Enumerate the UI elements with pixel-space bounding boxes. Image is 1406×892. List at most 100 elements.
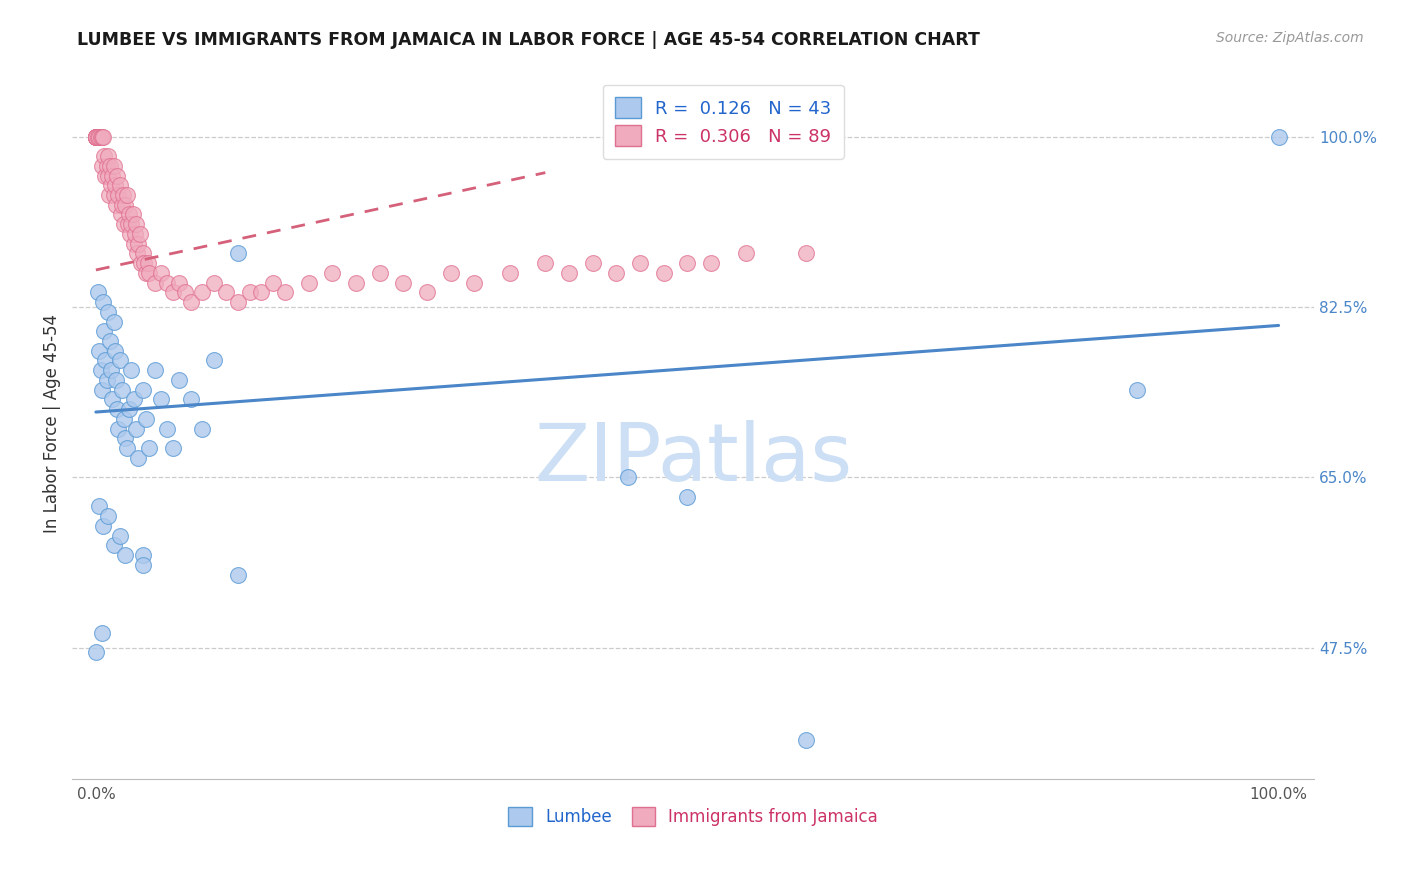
Point	[167, 276, 190, 290]
Point	[107, 188, 129, 202]
Point	[103, 188, 125, 202]
Point	[112, 412, 135, 426]
Point	[162, 285, 184, 300]
Point	[101, 392, 124, 407]
Point	[97, 149, 120, 163]
Point	[94, 169, 117, 183]
Point	[735, 246, 758, 260]
Point	[97, 509, 120, 524]
Point	[111, 383, 134, 397]
Point	[118, 207, 141, 221]
Point	[84, 129, 107, 144]
Point	[96, 373, 118, 387]
Point	[652, 266, 675, 280]
Point	[103, 538, 125, 552]
Point	[132, 383, 155, 397]
Point	[103, 314, 125, 328]
Point	[97, 188, 120, 202]
Point	[89, 500, 111, 514]
Point	[121, 207, 143, 221]
Point	[98, 334, 121, 348]
Point	[202, 353, 225, 368]
Point	[156, 421, 179, 435]
Point	[90, 159, 112, 173]
Point	[84, 129, 107, 144]
Point	[138, 266, 160, 280]
Point	[84, 129, 107, 144]
Point	[226, 295, 249, 310]
Point	[124, 227, 146, 241]
Point	[112, 217, 135, 231]
Point	[90, 129, 112, 144]
Point	[104, 178, 127, 193]
Point	[111, 198, 134, 212]
Point	[226, 567, 249, 582]
Point	[138, 441, 160, 455]
Point	[368, 266, 391, 280]
Point	[89, 129, 111, 144]
Point	[499, 266, 522, 280]
Point	[125, 421, 148, 435]
Point	[136, 256, 159, 270]
Point	[122, 392, 145, 407]
Point	[84, 129, 107, 144]
Point	[676, 490, 699, 504]
Point	[534, 256, 557, 270]
Point	[127, 246, 149, 260]
Text: Source: ZipAtlas.com: Source: ZipAtlas.com	[1216, 31, 1364, 45]
Point	[108, 353, 131, 368]
Point	[120, 363, 142, 377]
Point	[90, 626, 112, 640]
Point	[122, 236, 145, 251]
Text: LUMBEE VS IMMIGRANTS FROM JAMAICA IN LABOR FORCE | AGE 45-54 CORRELATION CHART: LUMBEE VS IMMIGRANTS FROM JAMAICA IN LAB…	[77, 31, 980, 49]
Point	[132, 558, 155, 572]
Point	[676, 256, 699, 270]
Point	[239, 285, 262, 300]
Point	[108, 528, 131, 542]
Point	[84, 645, 107, 659]
Point	[127, 450, 149, 465]
Point	[179, 392, 201, 407]
Point	[344, 276, 367, 290]
Point	[105, 169, 128, 183]
Point	[91, 519, 114, 533]
Point	[1125, 383, 1147, 397]
Point	[90, 129, 112, 144]
Point	[128, 227, 150, 241]
Point	[117, 217, 139, 231]
Point	[262, 276, 284, 290]
Point	[84, 129, 107, 144]
Text: ZIPatlas: ZIPatlas	[534, 420, 852, 499]
Point	[104, 343, 127, 358]
Point	[97, 169, 120, 183]
Point	[91, 295, 114, 310]
Point	[132, 246, 155, 260]
Point	[120, 227, 142, 241]
Point	[135, 412, 157, 426]
Point	[149, 392, 172, 407]
Point	[84, 129, 107, 144]
Point	[125, 217, 148, 231]
Point	[628, 256, 651, 270]
Point	[104, 373, 127, 387]
Point	[90, 363, 112, 377]
Point	[87, 129, 110, 144]
Point	[127, 236, 149, 251]
Point	[112, 188, 135, 202]
Point	[581, 256, 603, 270]
Point	[321, 266, 343, 280]
Point	[94, 353, 117, 368]
Point	[91, 129, 114, 144]
Point	[89, 343, 111, 358]
Point	[93, 324, 115, 338]
Point	[156, 276, 179, 290]
Point	[794, 246, 817, 260]
Point	[191, 285, 214, 300]
Point	[167, 373, 190, 387]
Point	[96, 159, 118, 173]
Point	[440, 266, 463, 280]
Point	[110, 207, 132, 221]
Point	[558, 266, 581, 280]
Point	[143, 363, 166, 377]
Point	[794, 733, 817, 747]
